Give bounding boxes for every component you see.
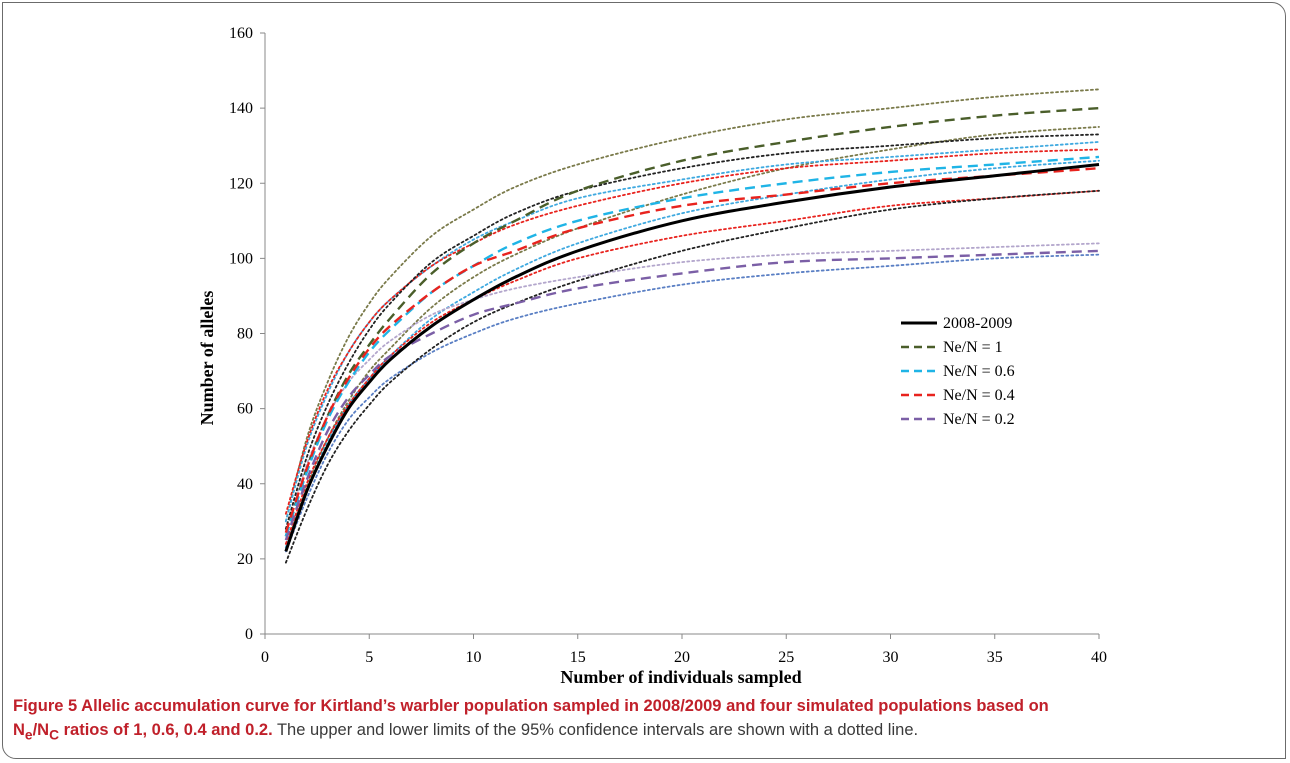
x-tick-label: 20 bbox=[674, 649, 690, 666]
x-axis-title: Number of individuals sampled bbox=[560, 667, 801, 687]
caption-symbol-slash: /N bbox=[32, 721, 50, 739]
allelic-accumulation-chart: 0 20 40 60 80 100 120 140 160 0 5 10 15 20 25 30 35 40 20… bbox=[197, 25, 1107, 687]
x-tick-label: 40 bbox=[1091, 649, 1107, 666]
y-tick-label: 140 bbox=[229, 100, 253, 117]
y-tick-label: 0 bbox=[245, 626, 253, 643]
y-tick-label: 160 bbox=[229, 25, 253, 42]
x-tick-label: 25 bbox=[778, 649, 794, 666]
x-tick-label: 35 bbox=[987, 649, 1003, 666]
caption-title: Figure 5 Allelic accumulation curve for … bbox=[13, 697, 1049, 715]
confidence-limit-line bbox=[284, 148, 1100, 515]
axes: 0 20 40 60 80 100 120 140 160 0 5 10 15 20 25 30 35 40 bbox=[229, 25, 1107, 666]
series-line-ne-n-0-4 bbox=[284, 167, 1100, 533]
legend-label: Ne/N = 0.4 bbox=[943, 387, 1015, 404]
y-tick-label: 40 bbox=[237, 476, 253, 493]
series-line-ne-n-0-6 bbox=[284, 155, 1100, 537]
confidence-limit-line bbox=[284, 126, 1100, 549]
series-line-2008-2009 bbox=[284, 162, 1100, 552]
figure-caption: Figure 5 Allelic accumulation curve for … bbox=[13, 694, 1283, 747]
y-tick-label: 80 bbox=[237, 326, 253, 343]
caption-symbol-n: N bbox=[13, 721, 25, 739]
caption-symbol-c: C bbox=[49, 727, 60, 743]
y-tick-label: 120 bbox=[229, 175, 253, 192]
caption-title-end: ratios of 1, 0.6, 0.4 and 0.2. bbox=[59, 721, 273, 739]
caption-symbol-e: e bbox=[24, 727, 33, 743]
y-tick-label: 100 bbox=[229, 250, 253, 267]
legend-label: 2008-2009 bbox=[943, 315, 1012, 332]
x-tick-label: 30 bbox=[883, 649, 899, 666]
confidence-limit-line bbox=[284, 88, 1100, 523]
legend-label: Ne/N = 0.2 bbox=[943, 411, 1015, 428]
x-tick-label: 0 bbox=[261, 649, 269, 666]
confidence-limit-line bbox=[284, 253, 1100, 553]
confidence-limit-line bbox=[284, 189, 1100, 545]
x-tick-label: 15 bbox=[570, 649, 586, 666]
series-lines bbox=[284, 88, 1100, 564]
caption-body: The upper and lower limits of the 95% co… bbox=[272, 721, 919, 739]
series-line-ne-n-0-2 bbox=[284, 249, 1100, 541]
confidence-limit-line bbox=[284, 133, 1100, 530]
x-tick-label: 10 bbox=[466, 649, 482, 666]
legend-label: Ne/N = 1 bbox=[943, 339, 1003, 356]
y-tick-label: 20 bbox=[237, 551, 253, 568]
legend: 2008-2009 Ne/N = 1 Ne/N = 0.6 Ne/N = 0.4 Ne/… bbox=[901, 315, 1015, 428]
y-axis-title: Number of alleles bbox=[197, 291, 217, 426]
x-tick-label: 5 bbox=[365, 649, 373, 666]
y-tick-label: 60 bbox=[237, 401, 253, 418]
legend-label: Ne/N = 0.6 bbox=[943, 363, 1015, 380]
confidence-limit-line bbox=[284, 159, 1100, 549]
confidence-limit-line bbox=[284, 141, 1100, 523]
